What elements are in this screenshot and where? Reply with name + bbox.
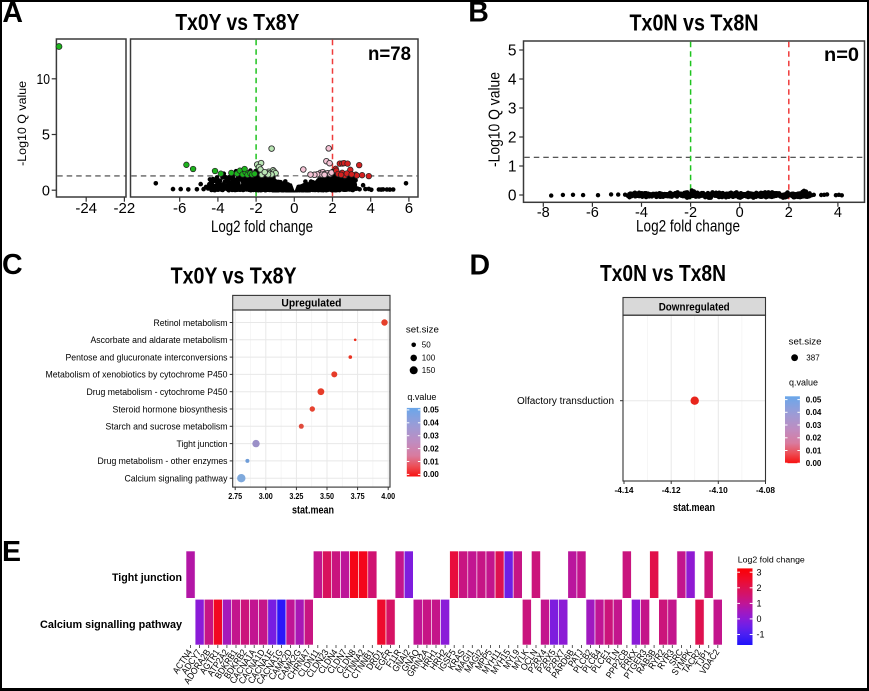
svg-text:B: B: [468, 0, 489, 29]
svg-text:Upregulated: Upregulated: [281, 298, 341, 310]
svg-text:Starch and sucrose metabolism: Starch and sucrose metabolism: [106, 422, 228, 433]
svg-text:2.75: 2.75: [228, 491, 242, 501]
svg-text:100: 100: [422, 354, 436, 363]
svg-text:4: 4: [508, 72, 517, 89]
svg-text:Ascorbate and aldarate metabol: Ascorbate and aldarate metabolism: [91, 335, 228, 346]
svg-text:E: E: [2, 536, 21, 568]
svg-text:-2: -2: [249, 200, 262, 217]
svg-text:D: D: [470, 250, 491, 282]
svg-text:0.04: 0.04: [423, 419, 439, 428]
svg-text:Tx0Y vs Tx8Y: Tx0Y vs Tx8Y: [175, 9, 299, 35]
svg-text:0: 0: [42, 183, 50, 199]
svg-text:Calcium signalling pathway: Calcium signalling pathway: [40, 619, 183, 631]
svg-text:Log2 fold change: Log2 fold change: [636, 218, 740, 236]
svg-text:Drug metabolism - cytochrome P: Drug metabolism - cytochrome P450: [87, 387, 228, 398]
svg-text:set.size: set.size: [406, 324, 439, 335]
svg-text:0: 0: [757, 614, 762, 624]
svg-text:2: 2: [785, 205, 793, 221]
svg-text:-Log10 Q value: -Log10 Q value: [15, 81, 29, 166]
svg-text:Pentose and glucuronate interc: Pentose and glucuronate interconversions: [66, 352, 228, 363]
svg-text:150: 150: [422, 366, 436, 375]
svg-text:0.05: 0.05: [806, 395, 822, 404]
svg-text:0.02: 0.02: [806, 434, 822, 443]
svg-text:0: 0: [508, 188, 517, 205]
svg-text:3: 3: [508, 101, 517, 118]
svg-text:-4: -4: [211, 200, 224, 217]
svg-text:Olfactory transduction: Olfactory transduction: [517, 396, 614, 407]
svg-text:5: 5: [42, 128, 50, 144]
svg-text:6: 6: [405, 200, 413, 217]
svg-text:q.value: q.value: [407, 392, 436, 403]
svg-text:387: 387: [806, 354, 820, 363]
svg-text:50: 50: [422, 341, 431, 350]
svg-text:-1: -1: [757, 630, 765, 640]
svg-text:-24: -24: [75, 200, 97, 217]
svg-text:Drug metabolism - other enzyme: Drug metabolism - other enzymes: [98, 456, 228, 467]
svg-text:q.value: q.value: [789, 378, 818, 389]
svg-text:-4.08: -4.08: [756, 485, 775, 495]
svg-text:0.03: 0.03: [423, 432, 439, 441]
svg-text:0.00: 0.00: [423, 470, 439, 479]
svg-text:-8: -8: [537, 205, 550, 221]
svg-text:-6: -6: [173, 200, 186, 217]
svg-text:Downregulated: Downregulated: [659, 302, 730, 314]
svg-text:-4.10: -4.10: [709, 485, 728, 495]
svg-text:C: C: [2, 249, 23, 281]
svg-text:stat.mean: stat.mean: [292, 505, 334, 517]
svg-text:0: 0: [736, 205, 744, 221]
svg-text:stat.mean: stat.mean: [673, 502, 715, 514]
svg-text:-4.14: -4.14: [615, 485, 634, 495]
svg-text:Retinol metabolism: Retinol metabolism: [154, 318, 228, 329]
svg-text:3.50: 3.50: [320, 491, 334, 501]
svg-text:10: 10: [37, 72, 51, 88]
svg-text:2: 2: [757, 583, 762, 593]
svg-text:2: 2: [508, 130, 517, 147]
svg-text:5: 5: [508, 43, 517, 60]
svg-text:0.05: 0.05: [423, 406, 439, 415]
svg-text:Calcium signaling pathway: Calcium signaling pathway: [125, 474, 228, 485]
svg-text:Log2 fold change: Log2 fold change: [211, 218, 313, 236]
svg-text:4: 4: [367, 200, 375, 217]
svg-text:3: 3: [757, 567, 762, 577]
svg-text:0.00: 0.00: [806, 459, 822, 468]
svg-text:A: A: [2, 0, 23, 29]
svg-text:0.03: 0.03: [806, 421, 822, 430]
svg-text:Metabolism of xenobiotics by c: Metabolism of xenobiotics by cytochrome …: [46, 370, 228, 381]
svg-text:-Log10 Q value: -Log10 Q value: [487, 72, 504, 167]
svg-text:0.04: 0.04: [806, 408, 822, 417]
svg-text:set.size: set.size: [789, 336, 822, 347]
svg-text:-4.12: -4.12: [662, 485, 681, 495]
svg-text:Tight junction: Tight junction: [177, 439, 228, 450]
svg-text:Tx0Y vs Tx8Y: Tx0Y vs Tx8Y: [171, 263, 297, 289]
svg-text:-2: -2: [684, 205, 697, 221]
svg-text:-22: -22: [114, 200, 136, 217]
svg-text:0: 0: [290, 200, 298, 217]
svg-text:4: 4: [834, 205, 842, 221]
svg-text:3.00: 3.00: [259, 491, 273, 501]
svg-text:Tight junction: Tight junction: [112, 572, 182, 584]
svg-text:Tx0N vs Tx8N: Tx0N vs Tx8N: [630, 10, 759, 36]
svg-text:3.75: 3.75: [351, 491, 365, 501]
svg-text:1: 1: [508, 159, 517, 176]
svg-text:2: 2: [328, 200, 336, 217]
svg-text:n=0: n=0: [824, 44, 859, 66]
svg-text:-4: -4: [635, 205, 648, 221]
svg-text:-6: -6: [586, 205, 599, 221]
svg-text:1: 1: [757, 599, 762, 609]
svg-text:4.00: 4.00: [381, 491, 395, 501]
svg-text:3.25: 3.25: [289, 491, 303, 501]
svg-text:n=78: n=78: [368, 43, 411, 65]
svg-text:0.01: 0.01: [806, 446, 822, 455]
svg-text:Log2 fold change: Log2 fold change: [738, 554, 805, 564]
svg-text:Tx0N vs Tx8N: Tx0N vs Tx8N: [600, 260, 726, 286]
svg-text:0.01: 0.01: [423, 457, 439, 466]
svg-text:Steroid hormone biosynthesis: Steroid hormone biosynthesis: [113, 404, 228, 415]
svg-text:0.02: 0.02: [423, 444, 439, 453]
